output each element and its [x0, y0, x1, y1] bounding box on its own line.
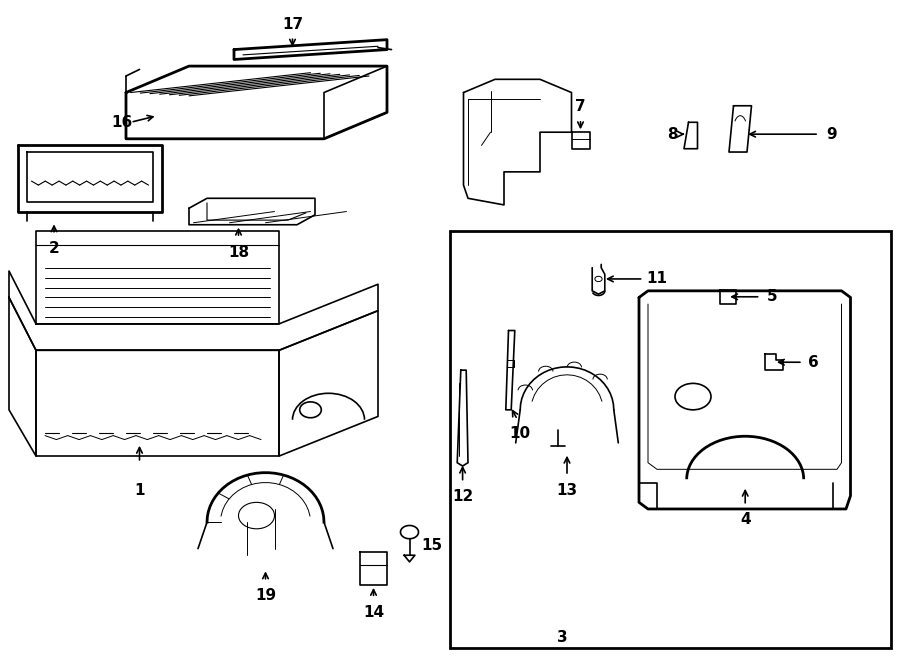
Text: 8: 8	[667, 127, 678, 141]
Text: 11: 11	[646, 272, 667, 286]
Text: 9: 9	[826, 127, 837, 141]
Text: 18: 18	[228, 245, 249, 260]
Text: 17: 17	[282, 17, 303, 32]
Text: 2: 2	[49, 241, 59, 256]
Text: 3: 3	[557, 631, 568, 645]
Text: 5: 5	[767, 290, 778, 304]
Text: 16: 16	[111, 115, 132, 130]
Text: 15: 15	[421, 538, 442, 553]
Text: 7: 7	[575, 99, 586, 114]
Bar	[450, 231, 891, 648]
Text: 13: 13	[556, 483, 578, 498]
Text: 6: 6	[808, 355, 819, 369]
Text: 10: 10	[509, 426, 531, 442]
Text: 19: 19	[255, 588, 276, 603]
Text: 1: 1	[134, 483, 145, 498]
Text: 4: 4	[740, 512, 751, 527]
Text: 14: 14	[363, 605, 384, 620]
Text: 12: 12	[452, 489, 473, 504]
